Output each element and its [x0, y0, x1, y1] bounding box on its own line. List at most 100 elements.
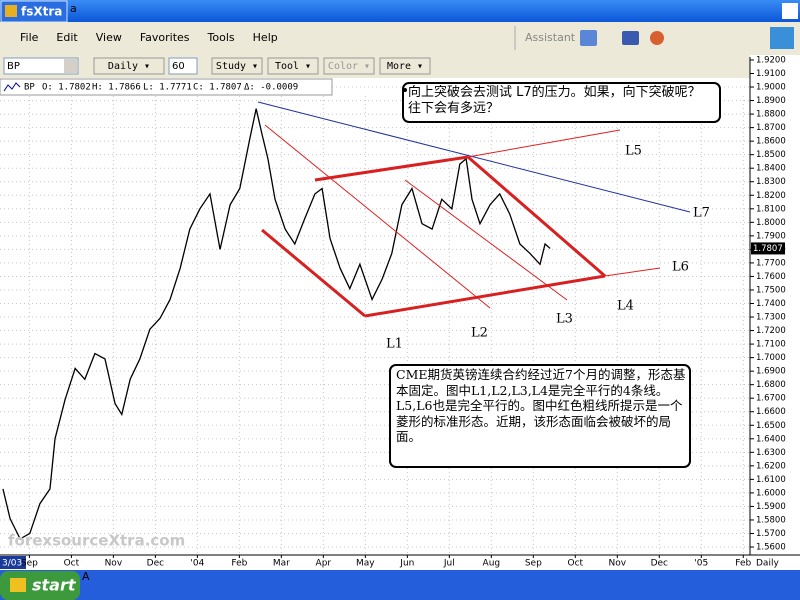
- menu-item[interactable]: View: [96, 31, 122, 44]
- y-tick-label: 1.7900: [756, 231, 786, 241]
- toolbar-button[interactable]: [267, 57, 319, 75]
- x-tick-label: '05: [694, 559, 708, 569]
- x-tick-label: Apr: [316, 559, 332, 569]
- interval-label: Daily: [756, 559, 779, 569]
- y-tick-label: 1.6300: [756, 448, 786, 458]
- callout-text: CME期货英镑连续合约经过近7个月的调整，形态基本固定。图中L1,L2,L3,L…: [396, 367, 686, 444]
- line-label: L7: [693, 206, 710, 221]
- y-tick-label: 1.7200: [756, 326, 786, 336]
- x-tick-label: Oct: [64, 559, 80, 569]
- menu-item[interactable]: Tools: [207, 31, 235, 44]
- interval-button[interactable]: [93, 57, 165, 75]
- y-tick-label: 1.6700: [756, 394, 786, 404]
- toolbar-button-label: Study ▾: [216, 61, 258, 72]
- y-tick-label: 1.9100: [756, 69, 786, 79]
- y-tick-label: 1.8800: [756, 110, 786, 120]
- app-icon: [5, 5, 17, 17]
- toolbar-button-label: More ▾: [387, 61, 423, 72]
- y-tick-label: 1.5700: [756, 529, 786, 539]
- icon[interactable]: [580, 30, 597, 46]
- taskbar-item: A: [82, 570, 90, 583]
- y-tick-label: 1.6000: [756, 488, 786, 498]
- y-tick-label: 1.8300: [756, 177, 786, 187]
- last-price-box: [751, 242, 785, 255]
- rhombus-edge: [467, 155, 606, 278]
- symbol-box[interactable]: [3, 57, 79, 75]
- y-tick-label: 1.8600: [756, 137, 786, 147]
- line-label: L1: [386, 337, 403, 352]
- quote-symbol: BP: [24, 83, 35, 93]
- quote-icon: [3, 82, 21, 92]
- x-tick-label: Jul: [443, 559, 455, 569]
- y-tick-label: 1.6900: [756, 367, 786, 377]
- menu-item[interactable]: Edit: [56, 31, 78, 44]
- line-label: L3: [556, 312, 573, 327]
- y-tick-label: 1.8000: [756, 218, 786, 228]
- time-axis: [0, 555, 800, 570]
- callout-box: [402, 82, 721, 123]
- quote-row: [0, 78, 333, 96]
- count-box[interactable]: [168, 57, 198, 75]
- rhombus-edge: [364, 274, 606, 318]
- toolbar-button[interactable]: [323, 57, 375, 75]
- quote-close: C: 1.7807: [193, 83, 242, 93]
- x-tick-label: Sep: [21, 559, 38, 569]
- y-tick-label: 1.9000: [756, 83, 786, 93]
- toolbar-button[interactable]: [379, 57, 431, 75]
- start-logo: [10, 578, 26, 592]
- toolbar-button-label: Color ▾: [328, 61, 370, 72]
- interval: Daily ▾: [108, 61, 150, 72]
- start-label: start: [32, 576, 77, 595]
- y-tick-label: 1.6500: [756, 421, 786, 431]
- dropdown[interactable]: [64, 59, 77, 73]
- line-l6: [604, 267, 661, 277]
- menu-item[interactable]: File: [20, 31, 39, 44]
- quote-high: H: 1.7866: [92, 83, 141, 93]
- y-tick-label: 1.8900: [756, 96, 786, 106]
- x-tick-label: Mar: [273, 559, 290, 569]
- y-tick-label: 1.8700: [756, 123, 786, 133]
- icon[interactable]: [622, 31, 639, 45]
- y-tick-label: 1.6400: [756, 434, 786, 444]
- menu-bar: [0, 22, 800, 55]
- y-tick-label: 1.6800: [756, 380, 786, 390]
- x-tick-label: Dec: [147, 559, 164, 569]
- callout-top: 向上突破会去测试 L7的压力。如果，向下突破呢？往下会有多远？: [408, 85, 701, 116]
- x-tick-label: Oct: [568, 559, 584, 569]
- line-label: L6: [672, 260, 689, 275]
- menu-item[interactable]: Favorites: [140, 31, 190, 44]
- y-tick-label: 1.7000: [756, 353, 786, 363]
- assistant[interactable]: Assistant: [525, 31, 576, 44]
- count: 60: [172, 61, 185, 72]
- x-tick-label: Aug: [483, 559, 501, 569]
- trend-lines: [257, 101, 691, 318]
- line-l7: [257, 101, 691, 213]
- symbol: BP: [7, 61, 20, 72]
- icon[interactable]: [650, 31, 664, 45]
- x-tick-label: Nov: [105, 559, 123, 569]
- y-tick-label: 1.6100: [756, 475, 786, 485]
- rhombus-edge: [314, 155, 469, 182]
- menu-item[interactable]: Help: [253, 31, 278, 44]
- y-tick-label: 1.7100: [756, 340, 786, 350]
- title-bar: [0, 0, 800, 22]
- toolbar-button[interactable]: [211, 57, 263, 75]
- line-label: L2: [471, 326, 488, 341]
- y-tick-label: 1.8400: [756, 164, 786, 174]
- window-corner[interactable]: [782, 3, 798, 19]
- line-l3: [404, 179, 568, 301]
- line-label: L4: [617, 299, 634, 314]
- y-tick-label: 1.5600: [756, 543, 786, 553]
- y-tick-label: 1.8100: [756, 204, 786, 214]
- y-tick-label: 1.5800: [756, 515, 786, 525]
- last-price-label: 1.7807: [753, 244, 783, 254]
- callout-bottom: CME期货英镑连续合约经过近7个月的调整，形态基本固定。图中L1,L2,L3,L…: [396, 367, 686, 444]
- callout-anchor: [403, 88, 407, 92]
- windows-logo: [770, 27, 794, 49]
- window-title-suffix: a: [70, 2, 77, 15]
- plot-area: [0, 78, 750, 555]
- window-title: fsXtra: [21, 5, 62, 19]
- price-axis: [750, 57, 800, 555]
- line-l2: [264, 124, 491, 309]
